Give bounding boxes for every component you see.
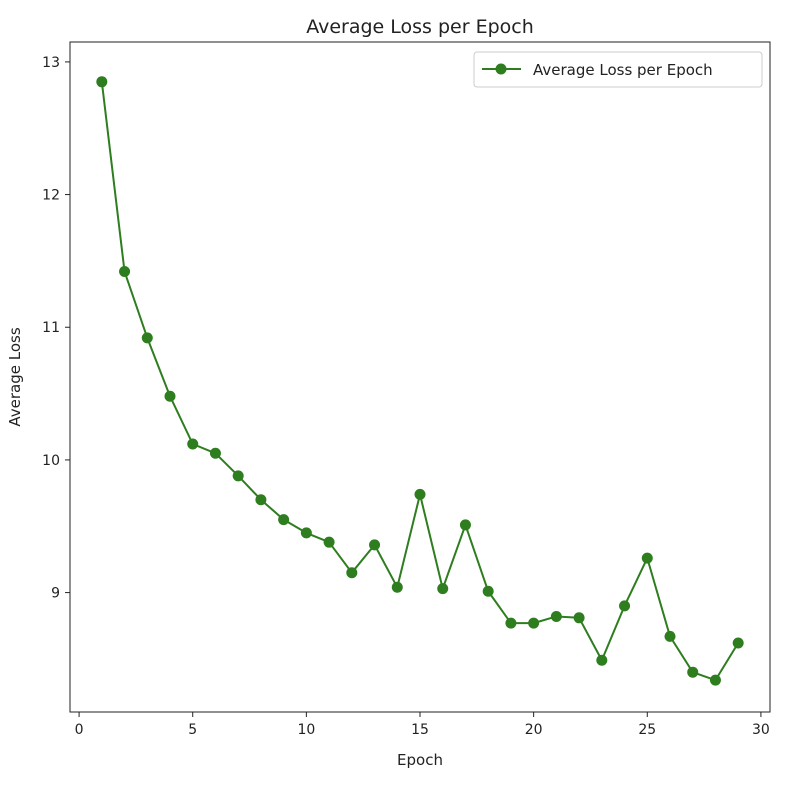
legend-box	[473, 51, 763, 88]
x-tick-label: 15	[411, 722, 429, 738]
data-point	[300, 527, 312, 539]
data-point	[346, 567, 358, 579]
y-tick-label: 13	[42, 55, 60, 71]
data-point	[709, 674, 721, 686]
data-point	[550, 610, 562, 622]
data-point	[278, 514, 290, 526]
data-point	[732, 637, 744, 649]
y-tick-label: 11	[42, 320, 60, 336]
x-tick-label: 30	[752, 722, 770, 738]
plot-area	[69, 41, 771, 713]
data-point	[459, 519, 471, 531]
y-tick-label: 9	[51, 586, 60, 602]
data-point	[528, 617, 540, 629]
x-tick-label: 10	[297, 722, 315, 738]
data-point	[664, 630, 676, 642]
data-point	[141, 332, 153, 344]
data-point	[482, 585, 494, 597]
data-point	[641, 552, 653, 564]
data-point	[187, 438, 199, 450]
chart-title: Average Loss per Epoch	[306, 16, 534, 38]
series-layer	[96, 76, 744, 686]
legend: Average Loss per Epoch	[473, 51, 763, 88]
x-axis: 0 5 10 15 20 25 30	[75, 712, 770, 738]
data-point	[232, 470, 244, 482]
x-tick-label: 5	[188, 722, 197, 738]
y-tick-label: 12	[42, 188, 60, 204]
data-point	[687, 666, 699, 678]
x-tick-label: 20	[525, 722, 543, 738]
data-point	[119, 266, 131, 278]
data-point	[164, 390, 176, 402]
legend-marker-swatch	[495, 63, 507, 75]
y-axis: 9 10 11 12 13	[42, 55, 70, 602]
y-axis-label: Average Loss	[6, 327, 24, 426]
x-axis-label: Epoch	[397, 751, 443, 769]
data-point	[391, 581, 403, 593]
data-point	[209, 447, 221, 459]
data-point	[369, 539, 381, 551]
data-point	[619, 600, 631, 612]
legend-label: Average Loss per Epoch	[533, 61, 713, 79]
data-point	[573, 612, 585, 624]
data-point	[255, 494, 267, 506]
data-point	[596, 654, 608, 666]
data-point	[505, 617, 517, 629]
data-point	[323, 536, 335, 548]
data-point	[96, 76, 108, 88]
x-tick-label: 25	[638, 722, 656, 738]
data-point	[414, 488, 426, 500]
data-point	[437, 583, 449, 595]
y-tick-label: 10	[42, 453, 60, 469]
x-tick-label: 0	[75, 722, 84, 738]
